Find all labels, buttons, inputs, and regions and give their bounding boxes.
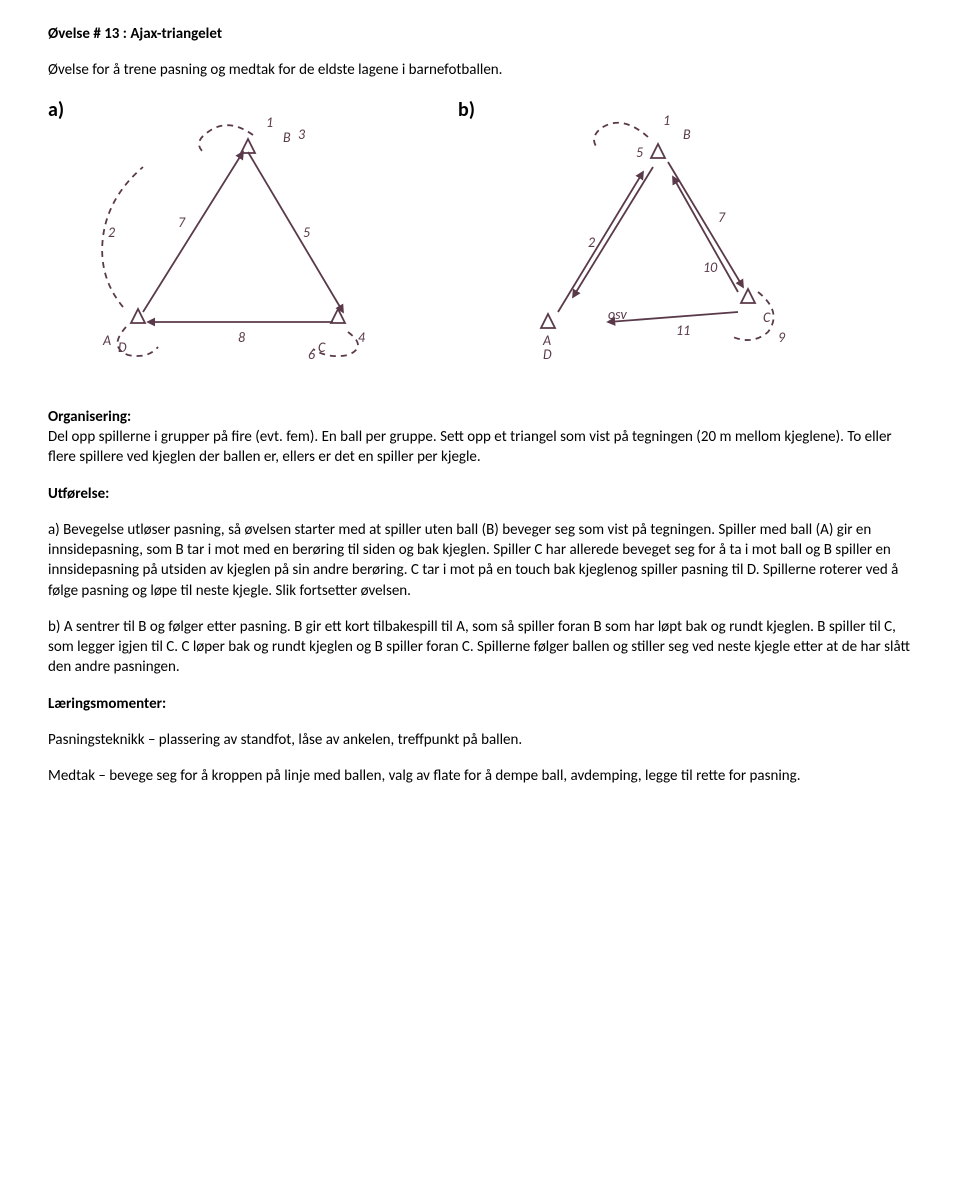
svg-text:7: 7 <box>178 214 186 231</box>
svg-text:9: 9 <box>778 329 786 346</box>
intro-text: Øvelse for å trene pasning og medtak for… <box>48 60 912 80</box>
svg-text:3: 3 <box>298 126 305 143</box>
svg-text:4: 4 <box>358 329 366 346</box>
utforelse-label-block: Utførelse: <box>48 484 912 504</box>
organisering-label: Organisering: <box>48 408 131 426</box>
utforelse-label: Utførelse: <box>48 485 109 503</box>
svg-text:7: 7 <box>718 209 726 226</box>
diagram-a-label: a) <box>48 97 64 124</box>
diagram-a: a) 1B3 2 5 8 C 4 DA 7 6 <box>48 97 418 383</box>
svg-text:D: D <box>118 339 127 356</box>
organisering-text: Del opp spillerne i grupper på fire (evt… <box>48 428 892 466</box>
svg-text:A: A <box>102 332 111 349</box>
diagram-b: b) 1B52710C9ADosv11 <box>458 97 828 383</box>
diagram-area: a) 1B3258C4DA76 b) 1B52710C9ADosv11 <box>48 97 912 383</box>
svg-text:8: 8 <box>238 329 245 346</box>
utforelse-a: a) Bevegelse utløser pasning, så øvelsen… <box>48 520 912 601</box>
laeringsmoment-1: Pasningsteknikk – plassering av standfot… <box>48 730 912 750</box>
organisering-block: Organisering: Del opp spillerne i gruppe… <box>48 407 912 468</box>
svg-text:B: B <box>683 126 691 143</box>
laeringsmomenter-label: Læringsmomenter: <box>48 695 166 713</box>
svg-text:C: C <box>763 309 771 326</box>
svg-text:5: 5 <box>636 144 643 161</box>
svg-text:C: C <box>318 339 326 356</box>
svg-text:2: 2 <box>588 234 595 251</box>
svg-text:B: B <box>283 129 291 146</box>
svg-text:5: 5 <box>303 224 310 241</box>
laeringsmoment-2: Medtak – bevege seg for å kroppen på lin… <box>48 766 912 786</box>
diagram-b-label: b) <box>458 97 475 124</box>
svg-text:2: 2 <box>108 224 115 241</box>
svg-text:11: 11 <box>676 322 690 339</box>
svg-text:1: 1 <box>663 112 670 129</box>
laeringsmomenter-label-block: Læringsmomenter: <box>48 694 912 714</box>
svg-text:10: 10 <box>703 259 718 276</box>
svg-text:osv: osv <box>608 306 627 323</box>
utforelse-b: b) A sentrer til B og følger etter pasni… <box>48 617 912 678</box>
svg-text:1: 1 <box>266 114 273 131</box>
svg-text:6: 6 <box>308 346 315 363</box>
svg-text:D: D <box>543 346 552 363</box>
page-title: Øvelse # 13 : Ajax-triangelet <box>48 24 912 44</box>
